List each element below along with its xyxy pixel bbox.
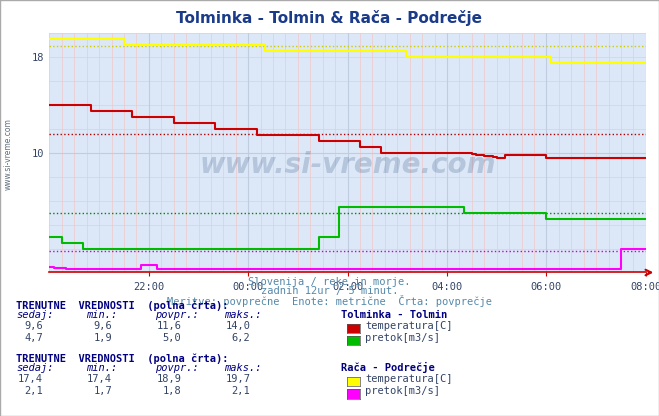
Text: TRENUTNE  VREDNOSTI  (polna črta):: TRENUTNE VREDNOSTI (polna črta): <box>16 354 229 364</box>
Text: 2,1: 2,1 <box>24 386 43 396</box>
Text: 17,4: 17,4 <box>87 374 112 384</box>
Text: Tolminka - Tolmin: Tolminka - Tolmin <box>341 310 447 320</box>
Text: temperatura[C]: temperatura[C] <box>365 321 453 331</box>
Text: Meritve: povprečne  Enote: metrične  Črta: povprečje: Meritve: povprečne Enote: metrične Črta:… <box>167 295 492 307</box>
Text: zadnih 12ur / 5 minut.: zadnih 12ur / 5 minut. <box>261 286 398 296</box>
Text: pretok[m3/s]: pretok[m3/s] <box>365 333 440 343</box>
Text: maks.:: maks.: <box>224 364 262 374</box>
Text: Rača - Podrečje: Rača - Podrečje <box>341 362 434 374</box>
Text: 1,8: 1,8 <box>163 386 181 396</box>
Text: 6,2: 6,2 <box>232 333 250 343</box>
Text: 2,1: 2,1 <box>232 386 250 396</box>
Text: pretok[m3/s]: pretok[m3/s] <box>365 386 440 396</box>
Text: sedaj:: sedaj: <box>16 310 54 320</box>
Text: maks.:: maks.: <box>224 310 262 320</box>
Text: povpr.:: povpr.: <box>155 310 198 320</box>
Text: min.:: min.: <box>86 364 117 374</box>
Text: 14,0: 14,0 <box>225 321 250 331</box>
Text: 11,6: 11,6 <box>156 321 181 331</box>
Text: 4,7: 4,7 <box>24 333 43 343</box>
Text: 9,6: 9,6 <box>24 321 43 331</box>
Text: 17,4: 17,4 <box>18 374 43 384</box>
Text: 9,6: 9,6 <box>94 321 112 331</box>
Text: Tolminka - Tolmin & Rača - Podrečje: Tolminka - Tolmin & Rača - Podrečje <box>177 10 482 26</box>
Text: sedaj:: sedaj: <box>16 364 54 374</box>
Text: 18,9: 18,9 <box>156 374 181 384</box>
Text: www.si-vreme.com: www.si-vreme.com <box>3 118 13 190</box>
Text: TRENUTNE  VREDNOSTI  (polna črta):: TRENUTNE VREDNOSTI (polna črta): <box>16 300 229 311</box>
Text: Slovenija / reke in morje.: Slovenija / reke in morje. <box>248 277 411 287</box>
Text: 19,7: 19,7 <box>225 374 250 384</box>
Text: 5,0: 5,0 <box>163 333 181 343</box>
Text: 1,9: 1,9 <box>94 333 112 343</box>
Text: povpr.:: povpr.: <box>155 364 198 374</box>
Text: 1,7: 1,7 <box>94 386 112 396</box>
Text: temperatura[C]: temperatura[C] <box>365 374 453 384</box>
Text: min.:: min.: <box>86 310 117 320</box>
Text: www.si-vreme.com: www.si-vreme.com <box>200 151 496 179</box>
